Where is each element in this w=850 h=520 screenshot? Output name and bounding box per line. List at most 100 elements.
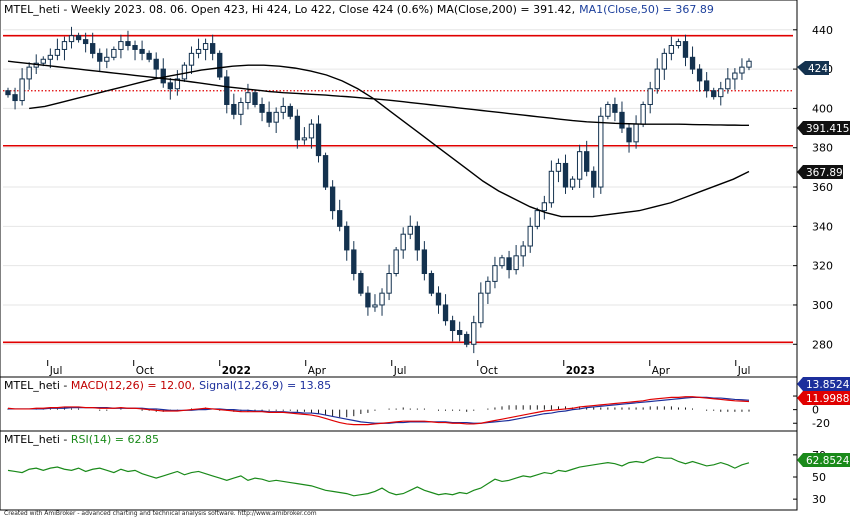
candle-up — [47, 54, 54, 60]
ma50-line — [29, 64, 750, 218]
ma50-badge: 367.89 — [797, 165, 843, 179]
candle-up — [26, 66, 32, 80]
candle-down — [90, 43, 96, 54]
signal-badge-text: 13.8524 — [806, 379, 850, 391]
candle-up — [499, 257, 505, 267]
chart-header: MTEL_heti - Weekly 2023. 08. 06. Open 42… — [4, 3, 714, 16]
candle-up — [478, 292, 484, 324]
price-pane — [0, 0, 798, 378]
candle-up — [647, 88, 653, 105]
macd-header-signal: Signal(12,26,9) = 13.85 — [199, 379, 331, 392]
candle-up — [668, 45, 675, 54]
candle-up — [471, 322, 477, 345]
candle-up — [675, 41, 682, 47]
macd-badge-text: 11.9988 — [806, 393, 849, 405]
candle-up — [400, 233, 406, 251]
x-tick-label: Oct — [136, 365, 154, 377]
price-tick-label: 400 — [812, 102, 833, 115]
price-tick-label: 380 — [812, 142, 833, 155]
candle-down — [696, 68, 703, 82]
x-tick-label: 2022 — [222, 365, 251, 377]
candle-down — [287, 105, 293, 117]
candle-up — [541, 202, 548, 212]
candle-down — [711, 90, 717, 98]
candle-down — [12, 94, 18, 102]
candle-down — [506, 257, 512, 271]
candle-down — [584, 151, 590, 172]
candle-down — [167, 82, 173, 90]
candle-up — [640, 103, 646, 125]
candle-up — [104, 56, 110, 62]
rsi-header-value: RSI(14) = 62.85 — [71, 433, 159, 446]
signal-badge: 13.8524 — [797, 377, 850, 391]
candle-up — [513, 255, 519, 271]
candle-down — [139, 48, 145, 54]
candle-up — [68, 35, 75, 43]
header-ma50: MA1(Close,50) = 367.89 — [579, 3, 714, 16]
price-grid — [3, 29, 793, 345]
rsi-header: MTEL_heti - RSI(14) = 62.85 — [4, 433, 159, 446]
candle-up — [393, 249, 399, 275]
candle-down — [456, 330, 463, 335]
candle-down — [626, 127, 632, 143]
candle-down — [449, 320, 456, 332]
candle-down — [421, 249, 428, 275]
candle-down — [358, 273, 364, 294]
candle-up — [485, 280, 491, 294]
candle-down — [351, 249, 357, 275]
candle-up — [273, 111, 279, 123]
rsi-header-prefix: MTEL_heti - — [4, 433, 71, 446]
candle-down — [217, 52, 223, 78]
rsi-tick-label: 30 — [812, 493, 826, 506]
candle-up — [379, 292, 385, 306]
candle-down — [266, 111, 272, 123]
macd-header: MTEL_heti - MACD(12,26) = 12.00, Signal(1… — [4, 379, 331, 392]
x-tick-label: 2023 — [566, 365, 595, 377]
candle-up — [245, 92, 251, 104]
candle-up — [19, 78, 25, 102]
x-tick-label: Jul — [49, 365, 63, 377]
rsi-badge: 62.8524 — [797, 453, 850, 467]
rsi-line — [7, 456, 750, 497]
candle-up — [181, 64, 188, 80]
candle-down — [125, 41, 131, 47]
candle-up — [633, 123, 639, 143]
ma200-line — [7, 60, 750, 127]
candle-up — [569, 178, 576, 188]
candle-up — [520, 245, 526, 257]
candle-down — [329, 186, 336, 212]
candle-down — [682, 41, 689, 58]
candle-down — [428, 273, 435, 294]
candle-up — [202, 43, 209, 50]
macd-badge: 11.9988 — [797, 391, 850, 405]
candle-down — [160, 68, 166, 84]
candle-down — [435, 292, 442, 306]
candle-up — [238, 102, 244, 115]
candle-down — [322, 155, 329, 188]
candle-down — [132, 45, 138, 50]
ma200-badge-text: 391.415 — [806, 123, 849, 135]
candle-down — [337, 210, 343, 227]
candle-down — [344, 225, 350, 251]
candle-down — [231, 103, 237, 115]
candle-up — [386, 273, 392, 294]
candle-down — [224, 76, 230, 105]
header-ma200: MA(Close,200) = 391.42, — [437, 3, 575, 16]
candle-up — [111, 48, 117, 58]
candle-up — [746, 60, 752, 68]
x-tick-label: Jul — [393, 365, 407, 377]
candle-up — [118, 41, 124, 50]
macd-header-prefix: MTEL_heti - — [4, 379, 71, 392]
candle-up — [555, 162, 562, 172]
macd-tick-label: 0 — [812, 404, 819, 417]
candle-down — [82, 39, 89, 45]
macd-header-macd: MACD(12,26) = 12.00, — [71, 379, 195, 392]
candle-down — [5, 90, 11, 96]
x-tick-label: Oct — [480, 365, 498, 377]
candle-up — [54, 48, 61, 56]
ma200-badge: 391.415 — [797, 121, 850, 135]
footer-credit: Created with AmiBroker - advanced charti… — [4, 510, 317, 517]
candle-down — [703, 80, 710, 92]
candle-up — [654, 68, 660, 90]
candle-down — [442, 304, 449, 322]
